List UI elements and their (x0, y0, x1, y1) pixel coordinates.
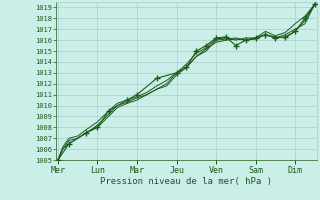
X-axis label: Pression niveau de la mer( hPa ): Pression niveau de la mer( hPa ) (100, 177, 272, 186)
